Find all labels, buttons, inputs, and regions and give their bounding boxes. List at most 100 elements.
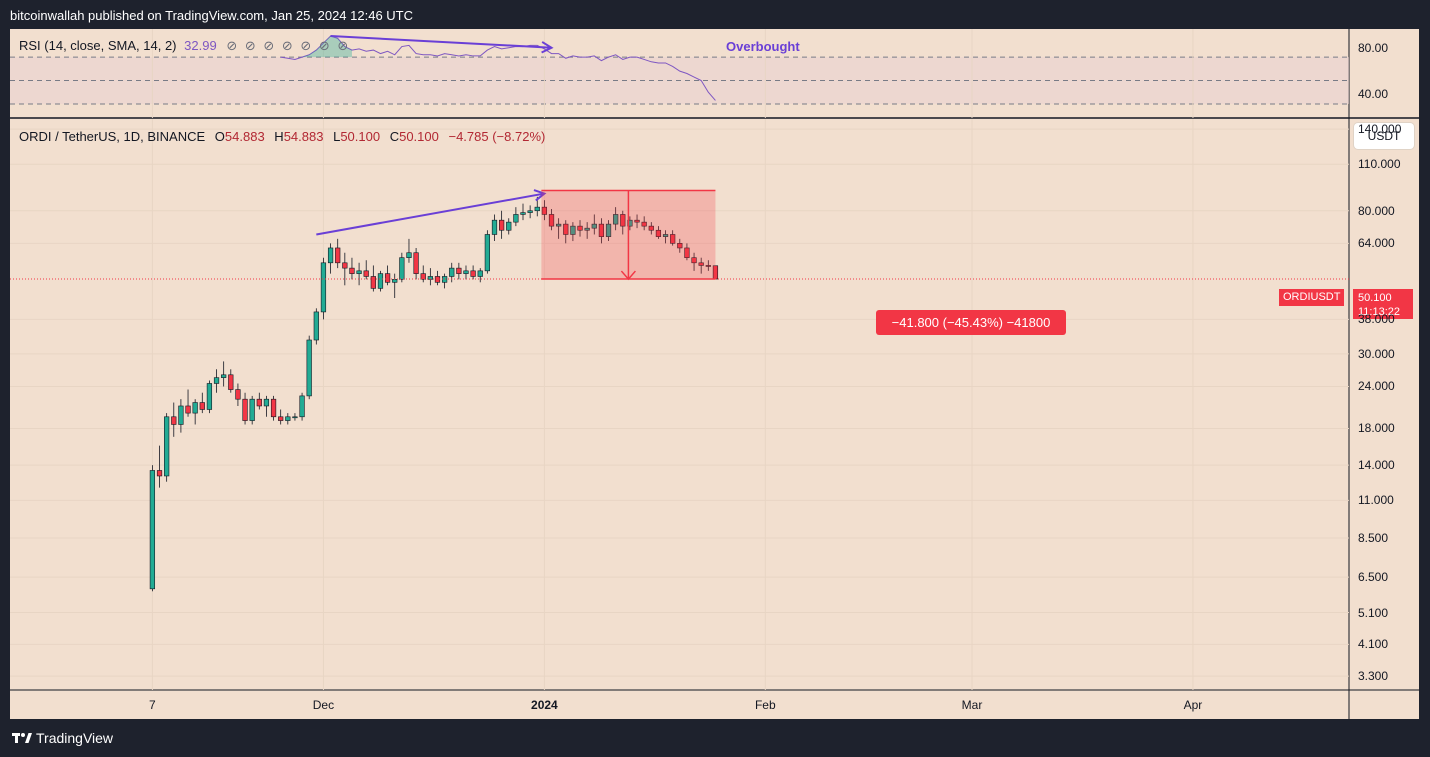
time-tick: Feb bbox=[754, 698, 776, 712]
rsi-divergence-trendline-arrowhead bbox=[541, 41, 554, 54]
candle-body bbox=[370, 276, 376, 289]
price-tick: 14.000 bbox=[1358, 458, 1395, 473]
candle-body bbox=[342, 262, 348, 269]
candle-body bbox=[527, 210, 533, 213]
candle-body bbox=[456, 267, 462, 274]
price-divergence-trendline-arrowhead bbox=[533, 189, 547, 202]
price-tick: 140.000 bbox=[1358, 122, 1402, 137]
candle-body bbox=[491, 219, 498, 235]
candle-body bbox=[192, 402, 198, 414]
change-value: −4.785 (−8.72%) bbox=[448, 129, 546, 144]
symbol-price-tag: ORDIUSDT bbox=[1279, 289, 1345, 306]
candle-body bbox=[598, 223, 605, 237]
candle-body bbox=[506, 221, 512, 231]
candle-body bbox=[313, 311, 319, 341]
candle-body bbox=[292, 416, 298, 419]
low-value: 50.100 bbox=[340, 129, 381, 144]
candle-body bbox=[306, 339, 312, 397]
candle-body bbox=[556, 223, 562, 227]
candle-body bbox=[477, 270, 483, 277]
candle-body bbox=[513, 214, 519, 223]
candle-body bbox=[484, 234, 490, 272]
candle-body bbox=[570, 225, 576, 235]
low-label: L bbox=[333, 129, 341, 144]
candle-body bbox=[463, 270, 469, 274]
chart-canvas[interactable] bbox=[10, 29, 1419, 719]
candle-body bbox=[384, 273, 391, 283]
time-tick: 7 bbox=[149, 698, 156, 712]
candle-body bbox=[356, 270, 362, 274]
close-label: C bbox=[389, 129, 400, 144]
candle-body bbox=[221, 374, 227, 378]
candle-body bbox=[392, 279, 398, 283]
tradingview-footer[interactable]: TradingView bbox=[12, 730, 113, 746]
last-price-tag: 50.100 11:13:22 bbox=[1353, 289, 1413, 319]
candle-body bbox=[470, 270, 476, 277]
candle-body bbox=[213, 377, 220, 384]
candle-body bbox=[620, 214, 626, 227]
open-label: O bbox=[214, 129, 225, 144]
time-tick: Apr bbox=[1183, 698, 1203, 712]
candle-body bbox=[520, 212, 526, 215]
candle-body bbox=[164, 416, 170, 477]
candle-body bbox=[534, 206, 540, 212]
candle-body bbox=[698, 262, 704, 266]
price-tick: 80.000 bbox=[1358, 203, 1395, 218]
rsi-divergence-trendline bbox=[330, 35, 552, 49]
candle-body bbox=[156, 470, 163, 477]
candle-body bbox=[613, 214, 619, 225]
rsi-tick-40: 40.00 bbox=[1358, 87, 1389, 101]
price-tick: 24.000 bbox=[1358, 379, 1395, 394]
candle-body bbox=[670, 234, 676, 244]
candle-body bbox=[577, 225, 583, 231]
rsi-value: 32.99 bbox=[184, 38, 217, 53]
candle-body bbox=[499, 219, 505, 231]
bar-countdown: 11:13:22 bbox=[1358, 306, 1401, 318]
rsi-legend-label: RSI (14, close, SMA, 14, 2) bbox=[19, 38, 177, 53]
candle-body bbox=[270, 398, 277, 418]
candle-body bbox=[662, 234, 669, 237]
candle-body bbox=[406, 252, 412, 258]
candle-body bbox=[684, 247, 690, 258]
last-price: 50.100 bbox=[1358, 292, 1392, 304]
price-tick: 110.000 bbox=[1358, 157, 1401, 172]
open-value: 54.883 bbox=[224, 129, 265, 144]
candle-body bbox=[335, 247, 341, 264]
candle-body bbox=[691, 257, 697, 264]
candle-body bbox=[420, 273, 426, 280]
candle-body bbox=[363, 270, 369, 277]
candle-body bbox=[235, 389, 241, 400]
candle-body bbox=[677, 243, 683, 249]
candle-body bbox=[171, 416, 177, 425]
candle-body bbox=[413, 252, 419, 274]
candle-body bbox=[320, 262, 327, 313]
rsi-tick-80: 80.00 bbox=[1358, 41, 1389, 55]
candle-body bbox=[228, 374, 234, 390]
time-tick: Mar bbox=[961, 698, 983, 712]
price-tick: 5.100 bbox=[1358, 605, 1389, 620]
candle-body bbox=[263, 398, 270, 407]
symbol-label: ORDI / TetherUS, 1D, BINANCE bbox=[19, 129, 206, 144]
price-range-label: −41.800 (−45.43%) −41800 bbox=[876, 310, 1066, 335]
candle-body bbox=[705, 265, 711, 267]
close-value: 50.100 bbox=[399, 129, 439, 144]
tradingview-logo-icon bbox=[12, 733, 32, 743]
candle-body bbox=[149, 470, 156, 590]
chart-frame[interactable]: RSI (14, close, SMA, 14, 2) 32.99 ⊘ ⊘ ⊘ … bbox=[10, 29, 1419, 719]
candle-body bbox=[563, 223, 569, 235]
time-tick: Dec bbox=[312, 698, 335, 712]
high-value: 54.883 bbox=[283, 129, 324, 144]
price-tick: 11.000 bbox=[1358, 493, 1394, 508]
candle-body bbox=[449, 267, 455, 277]
candle-body bbox=[591, 223, 597, 229]
candle-body bbox=[256, 398, 262, 407]
price-divergence-trendline bbox=[316, 192, 545, 236]
price-tick: 30.000 bbox=[1358, 346, 1395, 361]
candle-body bbox=[399, 257, 405, 280]
rsi-overbought-fill bbox=[280, 36, 352, 58]
currency-button[interactable]: USDT bbox=[1354, 123, 1414, 149]
candle-body bbox=[641, 221, 647, 227]
candle-body bbox=[655, 229, 662, 237]
candle-body bbox=[627, 219, 633, 227]
high-label: H bbox=[274, 129, 284, 144]
